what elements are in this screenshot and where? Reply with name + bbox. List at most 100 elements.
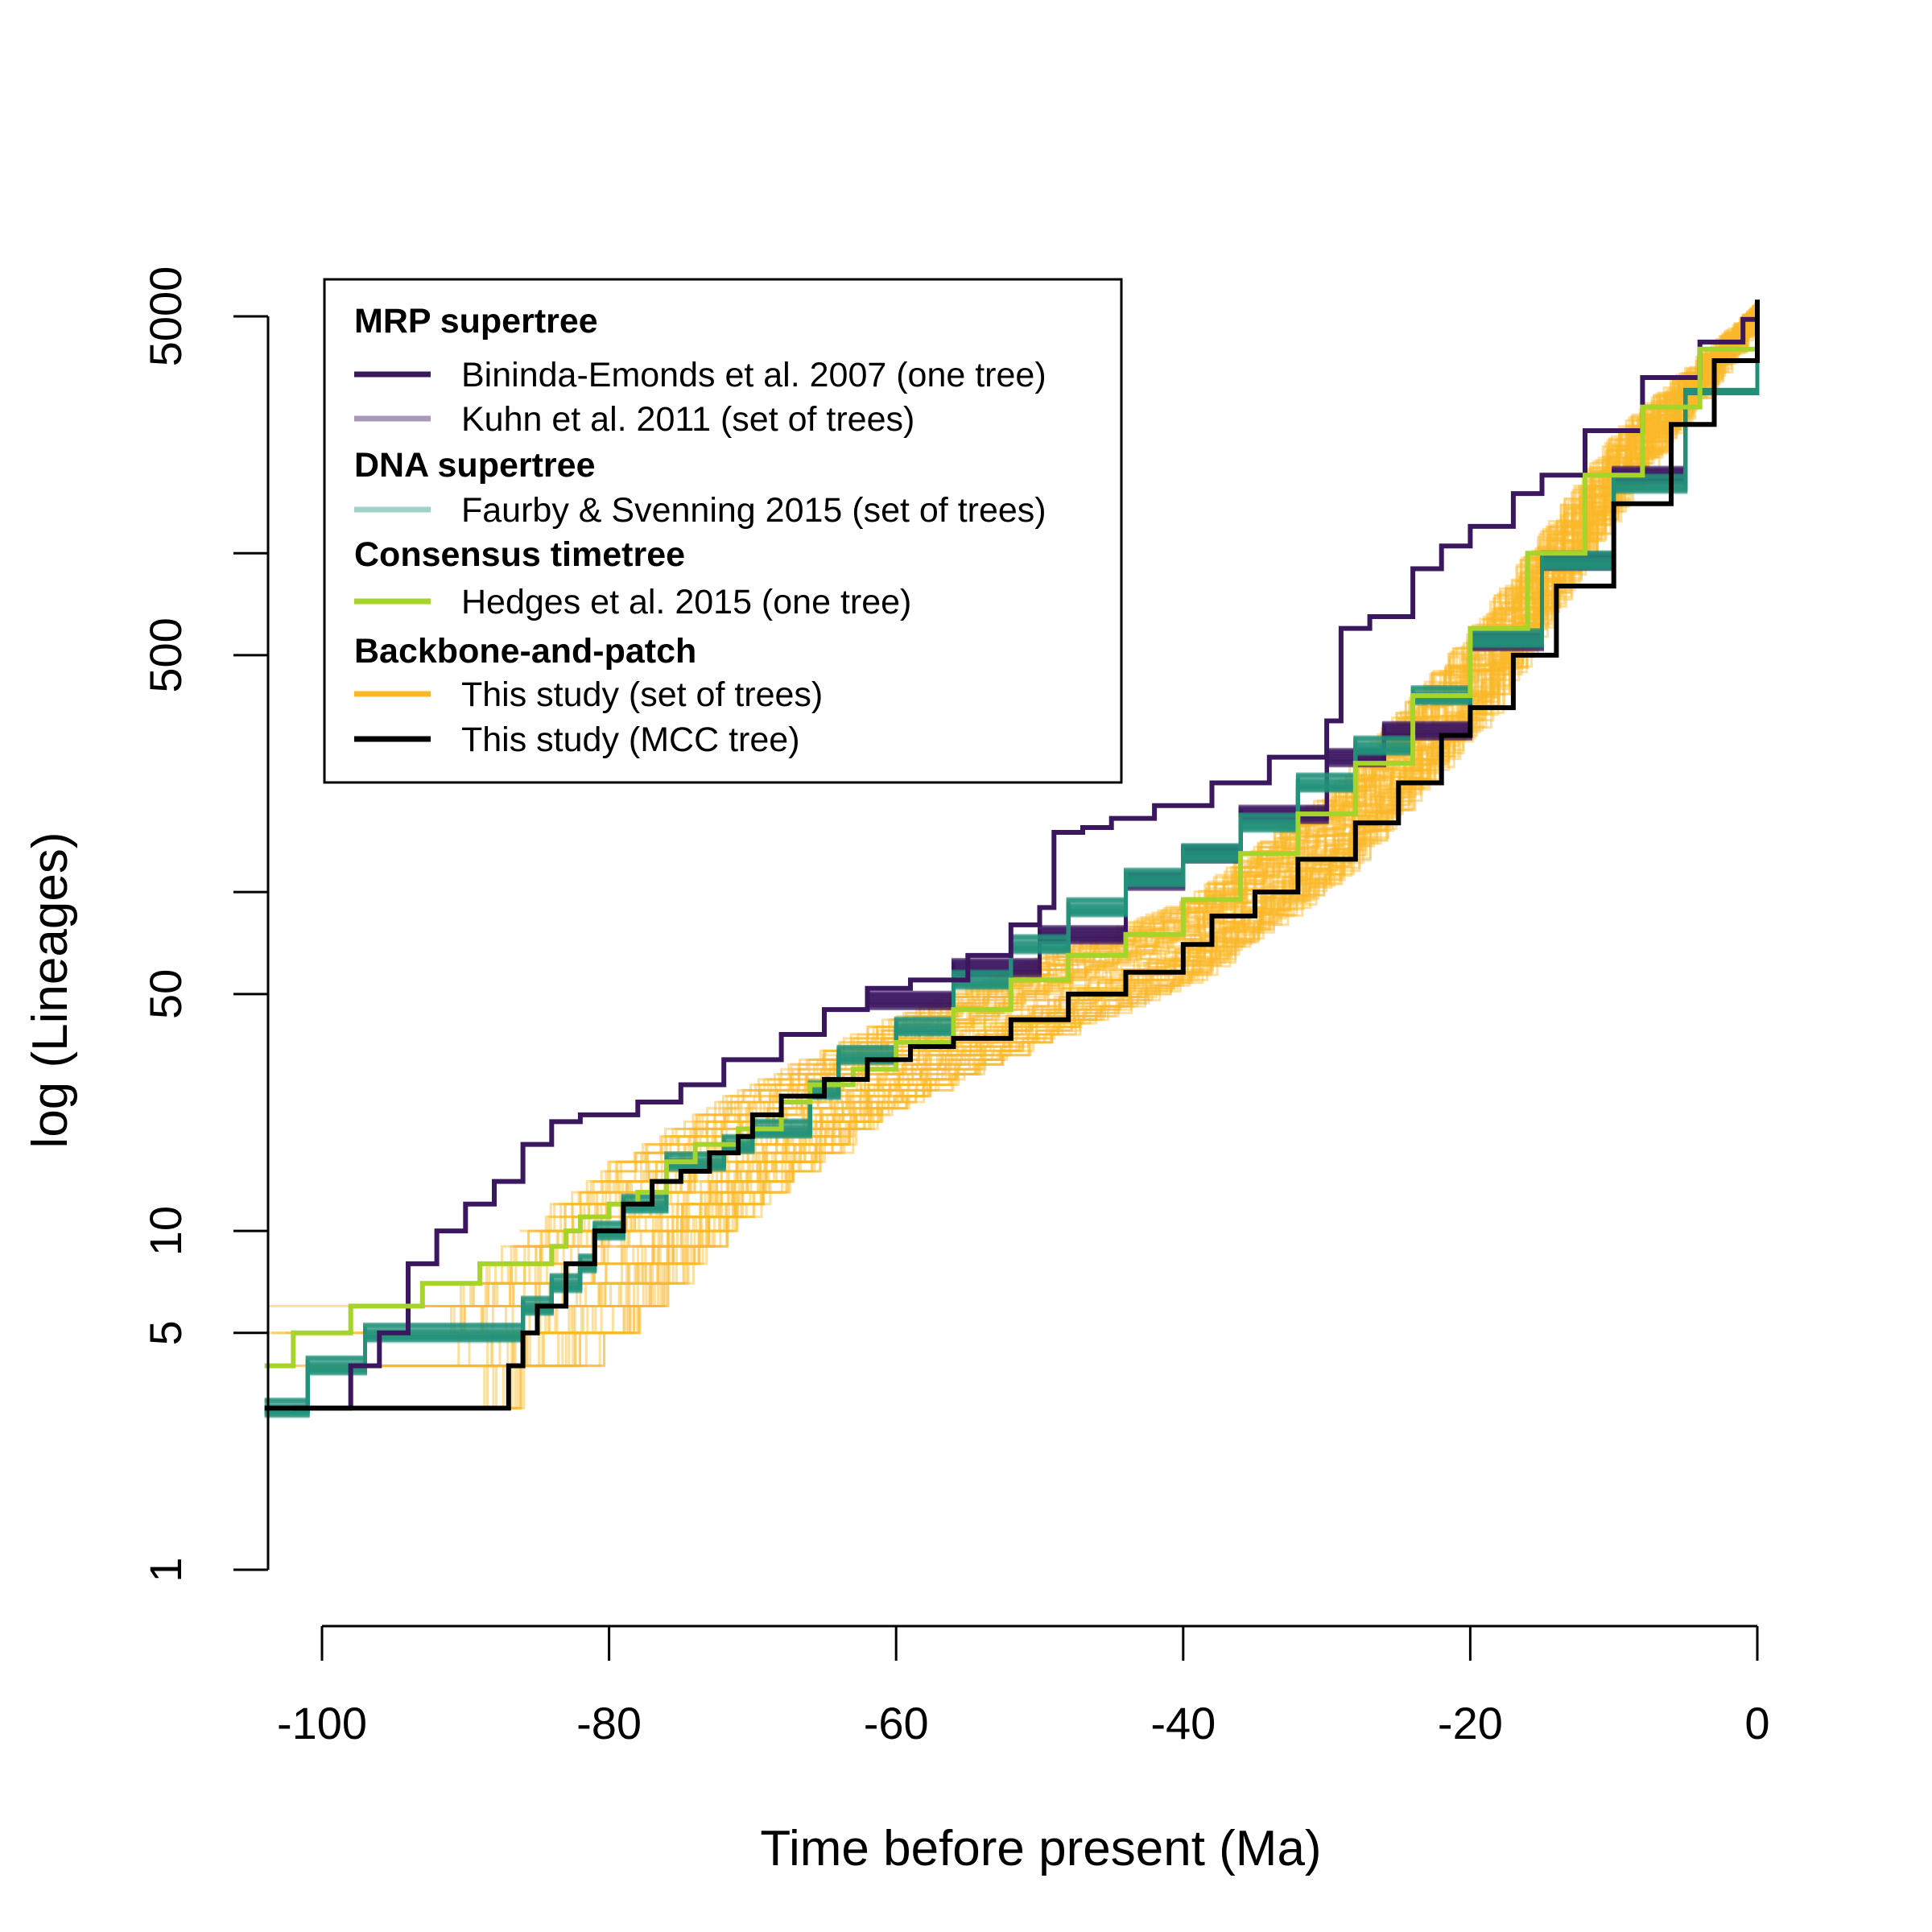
this-study-tree-line: [400, 302, 1759, 1410]
y-tick-label: 5000: [140, 266, 191, 367]
series-bininda: [293, 316, 1760, 1411]
kuhn-tree-line: [867, 317, 1760, 1008]
legend-group-header: Backbone-and-patch: [354, 632, 696, 671]
kuhn-tree-line: [867, 317, 1760, 1009]
this-study-tree-line: [518, 302, 1759, 1307]
bininda-line: [293, 316, 1760, 1411]
this-study-tree-line: [636, 302, 1759, 1285]
legend-item-label: Hedges et al. 2015 (one tree): [461, 583, 911, 621]
this-study-tree-line: [578, 302, 1759, 1248]
this-study-tree-line: [649, 302, 1759, 1173]
this-study-tree-line: [559, 302, 1759, 1219]
y-axis-title: log (Lineages): [23, 832, 78, 1149]
legend-group-header: DNA supertree: [354, 446, 596, 485]
faurby-tree-line: [264, 303, 1760, 1402]
this-study-tree-line: [269, 302, 1759, 1410]
this-study-tree-line: [546, 302, 1759, 1232]
kuhn-tree-line: [867, 317, 1760, 1007]
legend-item-label: This study (set of trees): [461, 675, 823, 714]
this-study-tree-line: [634, 302, 1759, 1265]
this-study-tree-line: [537, 302, 1759, 1368]
this-study-tree-line: [452, 302, 1759, 1410]
x-tick-label: -100: [277, 1698, 367, 1748]
this-study-tree-line: [297, 302, 1759, 1410]
y-tick-label: 1: [140, 1557, 191, 1582]
this_mcc-line: [264, 299, 1760, 1411]
this-study-tree-line: [407, 302, 1759, 1368]
this-study-tree-line: [386, 302, 1759, 1368]
this-study-tree-line: [459, 302, 1759, 1410]
this-study-tree-line: [570, 302, 1759, 1307]
this-study-tree-line: [431, 302, 1759, 1335]
this-study-tree-line: [365, 302, 1759, 1368]
x-tick-label: -60: [864, 1698, 929, 1748]
kuhn-tree-line: [867, 316, 1760, 1006]
this-study-tree-line: [651, 302, 1759, 1232]
faurby-tree-line: [264, 303, 1760, 1402]
series-hedges: [264, 302, 1760, 1368]
kuhn-tree-line: [867, 316, 1760, 1005]
faurby-tree-line: [264, 303, 1760, 1403]
this-study-tree-line: [491, 302, 1759, 1285]
this-study-tree-line: [481, 302, 1759, 1410]
this-study-tree-line: [370, 302, 1759, 1368]
kuhn-tree-line: [867, 317, 1760, 1007]
faurby-tree-line: [264, 303, 1760, 1404]
kuhn-tree-line: [867, 317, 1760, 1006]
this-study-tree-line: [271, 302, 1759, 1335]
this-study-tree-line: [318, 302, 1759, 1410]
this-study-tree-line: [437, 302, 1759, 1307]
this-study-tree-line: [460, 302, 1759, 1368]
this-study-tree-line: [551, 302, 1759, 1335]
this-study-tree-line: [663, 302, 1759, 1265]
faurby-tree-line: [264, 303, 1760, 1406]
x-tick-label: -20: [1438, 1698, 1503, 1748]
this-study-tree-line: [387, 302, 1759, 1335]
legend-item-label: Kuhn et al. 2011 (set of trees): [461, 400, 914, 439]
legend-item-label: Bininda-Emonds et al. 2007 (one tree): [461, 356, 1046, 394]
faurby-tree-line: [264, 303, 1760, 1402]
x-tick-label: 0: [1744, 1698, 1769, 1748]
this-study-tree-line: [517, 302, 1759, 1368]
series-layer: [264, 299, 1760, 1418]
kuhn-tree-line: [867, 317, 1760, 1009]
legend-box: [323, 278, 1123, 784]
kuhn-tree-line: [867, 316, 1760, 1005]
this-study-tree-line: [368, 302, 1759, 1368]
this-study-tree-line: [460, 302, 1759, 1335]
legend-group-header: Consensus timetree: [354, 535, 685, 574]
this-study-tree-line: [355, 302, 1759, 1307]
y-tick-label: 5: [140, 1320, 191, 1345]
y-tick-label: 50: [140, 969, 191, 1019]
faurby-tree-line: [264, 303, 1760, 1406]
x-tick-label: -40: [1150, 1698, 1216, 1748]
x-tick-label: -80: [576, 1698, 642, 1748]
y-tick-label: 10: [140, 1206, 191, 1256]
this-study-tree-line: [291, 302, 1759, 1368]
kuhn-tree-line: [867, 318, 1760, 1011]
series-this_mcc: [264, 299, 1760, 1411]
this-study-tree-line: [371, 302, 1759, 1368]
this-study-tree-line: [271, 302, 1759, 1410]
this-study-tree-line: [268, 302, 1759, 1368]
kuhn-tree-line: [867, 317, 1760, 1008]
this-study-tree-line: [382, 302, 1759, 1307]
axis-layer: 1 5 10 50 500 5000 -100 -80 -60 -40 -20 0: [140, 266, 1770, 1748]
this-study-tree-line: [468, 302, 1759, 1368]
this-study-tree-line: [266, 302, 1759, 1307]
legend-item-label: Faurby & Svenning 2015 (set of trees): [461, 491, 1046, 530]
legend-group-header: MRP supertree: [354, 302, 598, 341]
hedges-line: [264, 302, 1760, 1368]
this-study-tree-line: [535, 302, 1759, 1232]
this-study-tree-line: [462, 302, 1759, 1307]
x-axis-title: Time before present (Ma): [760, 1821, 1321, 1876]
legend-item-label: This study (MCC tree): [461, 720, 800, 759]
legend: MRP supertree Bininda-Emonds et al. 2007 …: [323, 278, 1123, 784]
this-study-tree-line: [489, 302, 1759, 1265]
this-study-tree-line: [588, 302, 1759, 1194]
faurby-tree-line: [264, 304, 1760, 1408]
faurby-tree-line: [264, 303, 1760, 1403]
this-study-tree-line: [470, 302, 1759, 1410]
this-study-tree-line: [489, 302, 1759, 1307]
y-tick-label: 500: [140, 617, 191, 692]
